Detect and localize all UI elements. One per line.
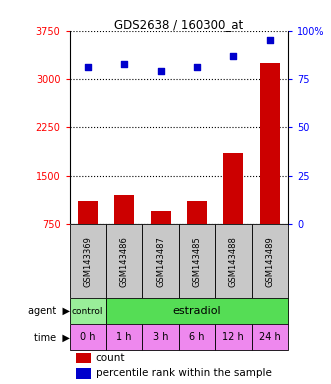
- Bar: [76, 368, 91, 379]
- Bar: [70, 298, 106, 324]
- Point: [85, 65, 90, 71]
- Text: GSM143488: GSM143488: [229, 236, 238, 286]
- Bar: [187, 202, 207, 272]
- Bar: [215, 224, 252, 298]
- Bar: [142, 324, 179, 351]
- Bar: [223, 153, 243, 272]
- Bar: [179, 224, 215, 298]
- Bar: [252, 324, 288, 351]
- Bar: [179, 324, 215, 351]
- Text: count: count: [96, 353, 125, 362]
- Bar: [70, 324, 106, 351]
- Text: GSM143369: GSM143369: [83, 236, 92, 286]
- Text: 12 h: 12 h: [222, 333, 244, 343]
- Point: [121, 61, 127, 67]
- Bar: [106, 298, 288, 324]
- Bar: [151, 211, 170, 272]
- Bar: [106, 224, 142, 298]
- Text: 0 h: 0 h: [80, 333, 95, 343]
- Text: agent  ▶: agent ▶: [27, 306, 70, 316]
- Text: GSM143485: GSM143485: [192, 236, 202, 286]
- Text: control: control: [72, 307, 104, 316]
- Text: GSM143486: GSM143486: [119, 236, 129, 286]
- Point: [194, 65, 200, 71]
- Text: percentile rank within the sample: percentile rank within the sample: [96, 368, 272, 378]
- Bar: [142, 224, 179, 298]
- Text: time  ▶: time ▶: [34, 333, 70, 343]
- Text: GSM143489: GSM143489: [265, 236, 274, 286]
- Point: [267, 37, 272, 43]
- Point: [231, 53, 236, 59]
- Text: estradiol: estradiol: [173, 306, 221, 316]
- Bar: [76, 353, 91, 363]
- Text: GSM143487: GSM143487: [156, 236, 165, 286]
- Text: 6 h: 6 h: [189, 333, 205, 343]
- Bar: [252, 224, 288, 298]
- Bar: [260, 63, 280, 272]
- Bar: [70, 224, 106, 298]
- Title: GDS2638 / 160300_at: GDS2638 / 160300_at: [114, 18, 243, 31]
- Text: 24 h: 24 h: [259, 333, 281, 343]
- Bar: [78, 202, 98, 272]
- Text: 3 h: 3 h: [153, 333, 168, 343]
- Point: [158, 68, 163, 74]
- Bar: [215, 324, 252, 351]
- Bar: [106, 324, 142, 351]
- Bar: [114, 195, 134, 272]
- Text: 1 h: 1 h: [117, 333, 132, 343]
